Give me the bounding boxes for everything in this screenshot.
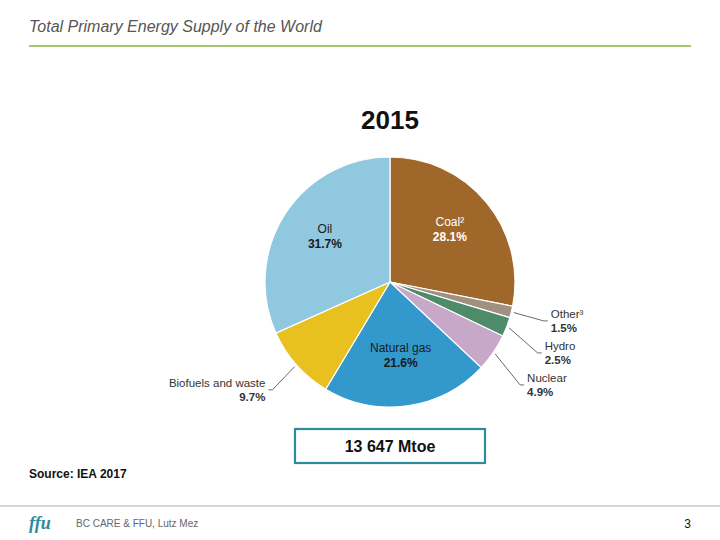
leader-line [268, 367, 294, 390]
category-label: Other³ [551, 308, 584, 320]
background [0, 0, 720, 540]
slice-label: Biofuels and waste 9.7% [169, 377, 266, 403]
data-label: 21.6% [384, 356, 418, 370]
footer-logo: ffu [29, 513, 51, 533]
pie [265, 157, 515, 407]
data-label: 9.7% [239, 391, 265, 403]
category-label: Natural gas [370, 341, 431, 355]
chart: Total Primary Energy Supply of the World… [0, 0, 720, 540]
title: Total Primary Energy Supply of the World [29, 18, 323, 35]
page-number: 3 [684, 517, 691, 531]
data-label: 4.9% [527, 386, 553, 398]
chart-container: Total Primary Energy Supply of the World… [0, 0, 720, 540]
slice-label: Natural gas21.6% [370, 341, 431, 370]
data-label: 31.7% [308, 237, 342, 251]
total-label: 13 647 Mtoe [345, 438, 436, 455]
category-label: Coal² [436, 215, 465, 229]
category-label: Hydro [545, 340, 576, 352]
category-label: Nuclear [527, 372, 567, 384]
slice-label: Hydro 2.5% [545, 340, 576, 366]
slice-label: Coal²28.1% [433, 215, 467, 244]
footer-rule [0, 506, 720, 507]
slice-label: Other³ 1.5% [551, 308, 584, 334]
data-label: 2.5% [545, 354, 571, 366]
leader-line [495, 354, 524, 385]
slice-label: Nuclear 4.9% [527, 372, 567, 398]
data-label: 28.1% [433, 230, 467, 244]
total-box [295, 429, 485, 463]
leader-line [509, 328, 542, 353]
category-label: Oil [318, 222, 333, 236]
category-label: Biofuels and waste [169, 377, 266, 389]
header-rule [29, 45, 691, 47]
slice-label: Oil31.7% [308, 222, 342, 251]
footer-text: BC CARE & FFU, Lutz Mez [76, 518, 198, 529]
pie-slice [390, 157, 515, 306]
labels: Coal²28.1% Natural gas21.6% Oil31.7% Other³… [169, 215, 584, 403]
pie-slice [265, 157, 390, 333]
source: Source: IEA 2017 [29, 467, 127, 481]
subtitle: 2015 [361, 105, 419, 135]
data-label: 1.5% [551, 322, 577, 334]
leader-line [514, 313, 548, 321]
